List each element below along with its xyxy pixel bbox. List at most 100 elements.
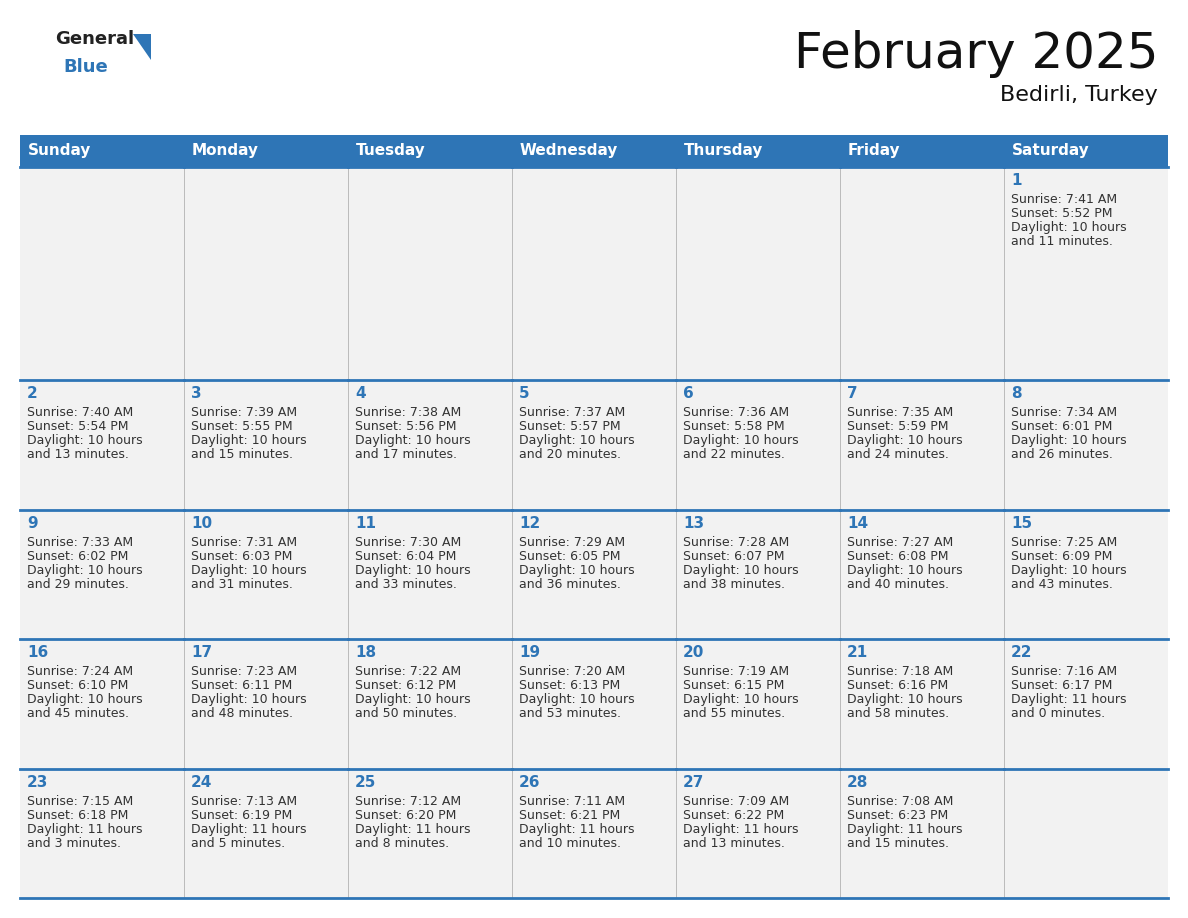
Bar <box>676 380 840 509</box>
Bar <box>184 380 348 509</box>
Text: Sunset: 5:57 PM: Sunset: 5:57 PM <box>519 420 620 433</box>
Text: Sunset: 6:13 PM: Sunset: 6:13 PM <box>519 679 620 692</box>
Text: and 22 minutes.: and 22 minutes. <box>683 449 785 462</box>
Text: Sunrise: 7:41 AM: Sunrise: 7:41 AM <box>1011 193 1117 206</box>
Text: Daylight: 10 hours: Daylight: 10 hours <box>847 564 962 577</box>
Text: Daylight: 11 hours: Daylight: 11 hours <box>519 823 634 835</box>
Text: and 58 minutes.: and 58 minutes. <box>847 707 949 721</box>
Text: and 40 minutes.: and 40 minutes. <box>847 577 949 591</box>
Text: Sunrise: 7:08 AM: Sunrise: 7:08 AM <box>847 795 954 808</box>
Text: General: General <box>55 30 134 48</box>
Bar <box>20 380 184 509</box>
Text: Daylight: 10 hours: Daylight: 10 hours <box>191 693 307 706</box>
Bar <box>184 135 348 167</box>
Bar <box>1004 639 1168 768</box>
Bar <box>1004 167 1168 380</box>
Bar <box>348 768 512 898</box>
Text: Daylight: 10 hours: Daylight: 10 hours <box>1011 434 1126 447</box>
Bar <box>184 167 348 380</box>
Text: Daylight: 10 hours: Daylight: 10 hours <box>355 564 470 577</box>
Text: 8: 8 <box>1011 386 1022 401</box>
Text: and 24 minutes.: and 24 minutes. <box>847 449 949 462</box>
Text: and 53 minutes.: and 53 minutes. <box>519 707 621 721</box>
Text: Sunrise: 7:28 AM: Sunrise: 7:28 AM <box>683 536 789 549</box>
Bar <box>676 509 840 639</box>
Text: Sunset: 5:54 PM: Sunset: 5:54 PM <box>27 420 128 433</box>
Text: 24: 24 <box>191 775 213 789</box>
Text: and 48 minutes.: and 48 minutes. <box>191 707 293 721</box>
Text: Sunrise: 7:33 AM: Sunrise: 7:33 AM <box>27 536 133 549</box>
Text: Blue: Blue <box>63 58 108 76</box>
Text: Sunday: Sunday <box>29 143 91 159</box>
Text: Sunset: 6:21 PM: Sunset: 6:21 PM <box>519 809 620 822</box>
Text: Tuesday: Tuesday <box>356 143 425 159</box>
Text: Sunrise: 7:38 AM: Sunrise: 7:38 AM <box>355 407 461 420</box>
Text: Daylight: 10 hours: Daylight: 10 hours <box>1011 221 1126 234</box>
Text: 9: 9 <box>27 516 38 531</box>
Text: and 13 minutes.: and 13 minutes. <box>683 836 785 850</box>
Bar <box>20 167 184 380</box>
Text: Bedirli, Turkey: Bedirli, Turkey <box>1000 85 1158 105</box>
Text: 18: 18 <box>355 645 377 660</box>
Text: Sunrise: 7:35 AM: Sunrise: 7:35 AM <box>847 407 953 420</box>
Text: Sunset: 6:04 PM: Sunset: 6:04 PM <box>355 550 456 563</box>
Text: Daylight: 10 hours: Daylight: 10 hours <box>847 693 962 706</box>
Text: Daylight: 11 hours: Daylight: 11 hours <box>847 823 962 835</box>
Text: 1: 1 <box>1011 173 1022 188</box>
Text: and 20 minutes.: and 20 minutes. <box>519 449 621 462</box>
Text: 20: 20 <box>683 645 704 660</box>
Text: Daylight: 10 hours: Daylight: 10 hours <box>191 564 307 577</box>
Text: Daylight: 10 hours: Daylight: 10 hours <box>355 434 470 447</box>
Text: Sunrise: 7:29 AM: Sunrise: 7:29 AM <box>519 536 625 549</box>
Text: and 50 minutes.: and 50 minutes. <box>355 707 457 721</box>
Text: and 8 minutes.: and 8 minutes. <box>355 836 449 850</box>
Bar <box>184 768 348 898</box>
Bar <box>348 135 512 167</box>
Bar <box>348 509 512 639</box>
Text: Sunrise: 7:24 AM: Sunrise: 7:24 AM <box>27 666 133 678</box>
Bar <box>512 167 676 380</box>
Bar <box>1004 509 1168 639</box>
Text: Sunrise: 7:37 AM: Sunrise: 7:37 AM <box>519 407 625 420</box>
Text: Daylight: 10 hours: Daylight: 10 hours <box>1011 564 1126 577</box>
Text: and 11 minutes.: and 11 minutes. <box>1011 235 1113 248</box>
Text: Sunset: 6:08 PM: Sunset: 6:08 PM <box>847 550 948 563</box>
Text: 26: 26 <box>519 775 541 789</box>
Text: Sunset: 6:18 PM: Sunset: 6:18 PM <box>27 809 128 822</box>
Text: 7: 7 <box>847 386 858 401</box>
Text: 17: 17 <box>191 645 213 660</box>
Bar <box>348 167 512 380</box>
Text: Sunset: 5:52 PM: Sunset: 5:52 PM <box>1011 207 1112 220</box>
Text: Sunset: 5:58 PM: Sunset: 5:58 PM <box>683 420 784 433</box>
Text: Sunrise: 7:19 AM: Sunrise: 7:19 AM <box>683 666 789 678</box>
Text: Sunset: 6:10 PM: Sunset: 6:10 PM <box>27 679 128 692</box>
Text: Daylight: 11 hours: Daylight: 11 hours <box>683 823 798 835</box>
Text: Daylight: 11 hours: Daylight: 11 hours <box>27 823 143 835</box>
Text: Sunset: 6:20 PM: Sunset: 6:20 PM <box>355 809 456 822</box>
Text: 4: 4 <box>355 386 366 401</box>
Text: Sunrise: 7:27 AM: Sunrise: 7:27 AM <box>847 536 953 549</box>
Text: and 26 minutes.: and 26 minutes. <box>1011 449 1113 462</box>
Text: and 10 minutes.: and 10 minutes. <box>519 836 621 850</box>
Text: and 29 minutes.: and 29 minutes. <box>27 577 128 591</box>
Text: Daylight: 10 hours: Daylight: 10 hours <box>683 564 798 577</box>
Text: and 55 minutes.: and 55 minutes. <box>683 707 785 721</box>
Text: and 36 minutes.: and 36 minutes. <box>519 577 621 591</box>
Text: 5: 5 <box>519 386 530 401</box>
Text: Daylight: 10 hours: Daylight: 10 hours <box>847 434 962 447</box>
Text: Daylight: 11 hours: Daylight: 11 hours <box>191 823 307 835</box>
Text: Daylight: 10 hours: Daylight: 10 hours <box>519 564 634 577</box>
Bar <box>1004 380 1168 509</box>
Bar <box>348 639 512 768</box>
Text: 25: 25 <box>355 775 377 789</box>
Text: Sunrise: 7:09 AM: Sunrise: 7:09 AM <box>683 795 789 808</box>
Text: Sunset: 6:19 PM: Sunset: 6:19 PM <box>191 809 292 822</box>
Text: and 38 minutes.: and 38 minutes. <box>683 577 785 591</box>
Text: 12: 12 <box>519 516 541 531</box>
Text: Sunrise: 7:23 AM: Sunrise: 7:23 AM <box>191 666 297 678</box>
Text: Daylight: 11 hours: Daylight: 11 hours <box>355 823 470 835</box>
Text: Friday: Friday <box>848 143 901 159</box>
Text: Daylight: 10 hours: Daylight: 10 hours <box>683 434 798 447</box>
Text: Sunset: 6:01 PM: Sunset: 6:01 PM <box>1011 420 1112 433</box>
Text: 21: 21 <box>847 645 868 660</box>
